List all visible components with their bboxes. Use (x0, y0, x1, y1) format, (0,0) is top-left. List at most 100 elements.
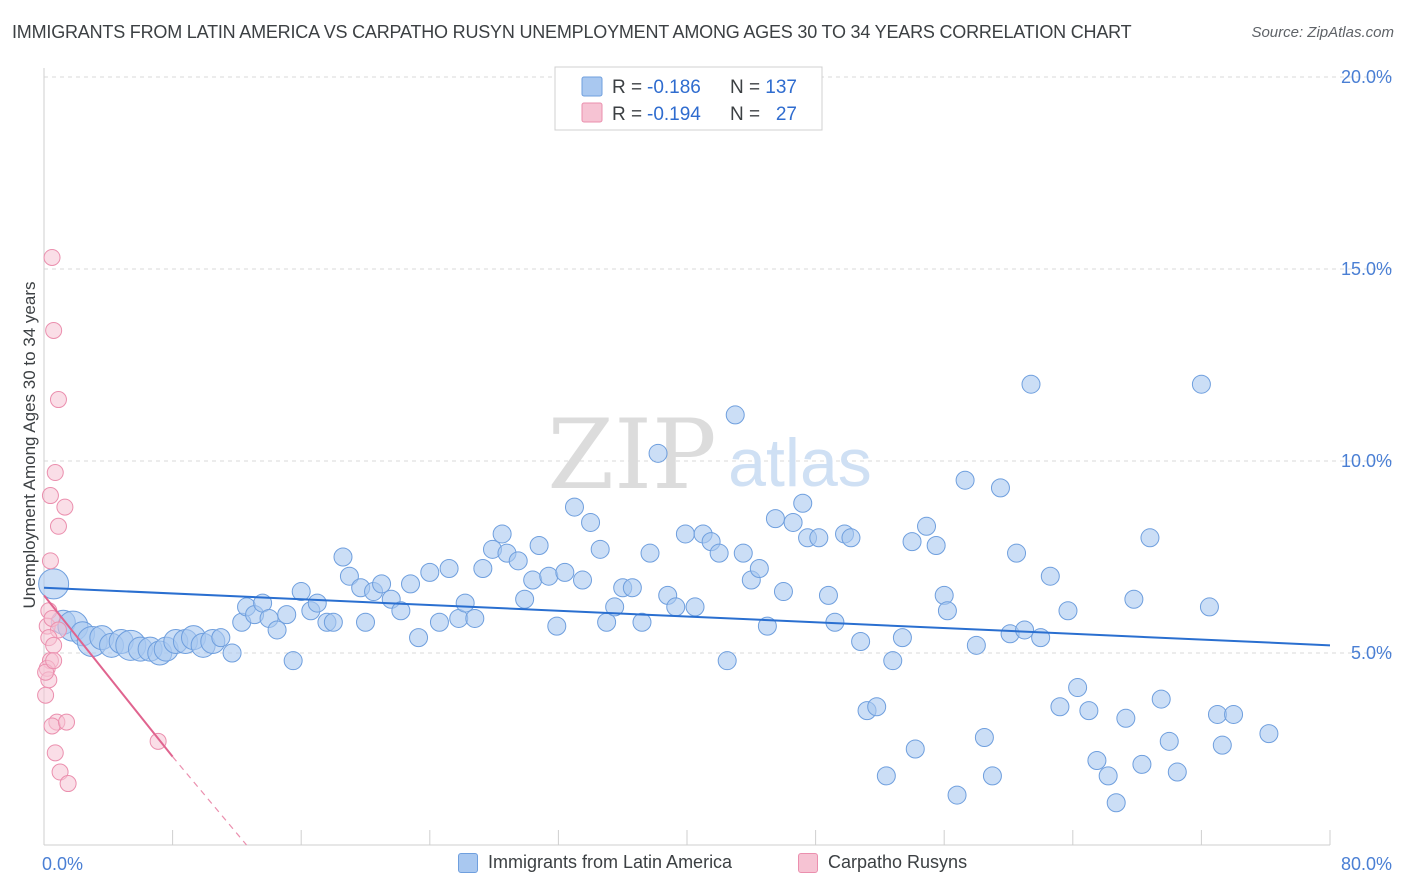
data-point-latin-america (1058, 601, 1078, 621)
y-tick-label: 10.0% (1341, 451, 1392, 471)
data-point-latin-america (267, 620, 287, 640)
data-point-latin-america (892, 628, 912, 648)
data-point-latin-america (934, 585, 954, 605)
data-point-latin-america (1151, 689, 1171, 709)
trend-line-carpatho-rusyns (43, 594, 174, 758)
source-label: Source: ZipAtlas.com (1251, 24, 1394, 41)
data-point-latin-america (339, 566, 359, 586)
data-point-latin-america (648, 443, 668, 463)
chart-title: IMMIGRANTS FROM LATIN AMERICA VS CARPATH… (12, 22, 1132, 42)
data-point-carpatho-rusyns (45, 652, 63, 670)
data-point-latin-america (966, 635, 986, 655)
data-point-latin-america (523, 570, 543, 590)
trend-line-latin-america (43, 586, 1331, 647)
y-tick-label: 20.0% (1341, 67, 1392, 87)
data-point-latin-america (473, 559, 493, 579)
data-point-latin-america (439, 559, 459, 579)
data-point-latin-america (508, 551, 528, 571)
data-point-latin-america (783, 512, 803, 532)
legend-r-value-1: -0.186 (647, 77, 701, 98)
data-point-latin-america (401, 574, 421, 594)
y-tick-label: 5.0% (1351, 643, 1392, 663)
data-point-latin-america (539, 566, 559, 586)
data-point-latin-america (725, 405, 745, 425)
bottom-legend-carpatho-rusyns: Carpatho Rusyns (798, 852, 967, 873)
data-point-latin-america (1015, 620, 1035, 640)
data-point-latin-america (1079, 701, 1099, 721)
data-point-latin-america (429, 612, 449, 632)
data-point-latin-america (666, 597, 686, 617)
data-point-latin-america (1212, 735, 1232, 755)
data-point-latin-america (1259, 724, 1279, 744)
data-point-latin-america (211, 628, 231, 648)
data-point-latin-america (1167, 762, 1187, 782)
data-point-latin-america (1116, 708, 1136, 728)
data-point-latin-america (605, 597, 625, 617)
series-carpatho-rusyns (37, 248, 167, 793)
data-point-latin-america (581, 512, 601, 532)
data-point-latin-america (1207, 704, 1227, 724)
trend-line-carpatho-rusyns-extension (172, 756, 248, 846)
data-point-latin-america (291, 582, 311, 602)
data-point-latin-america (955, 470, 975, 490)
legend-swatch-pink (581, 102, 603, 123)
data-point-carpatho-rusyns (49, 517, 67, 535)
correlation-legend: R = -0.186 N = 137 R = -0.194 N = 27 (554, 66, 823, 131)
data-point-latin-america (333, 547, 353, 567)
data-point-latin-america (391, 601, 411, 621)
data-point-latin-america (590, 539, 610, 559)
data-point-carpatho-rusyns (46, 464, 64, 482)
data-point-latin-america (841, 528, 861, 548)
data-point-latin-america (1021, 374, 1041, 394)
data-point-latin-america (573, 570, 593, 590)
data-point-latin-america (409, 628, 429, 648)
data-point-latin-america (622, 578, 642, 598)
data-point-latin-america (990, 478, 1010, 498)
data-point-latin-america (982, 766, 1002, 786)
data-point-latin-america (876, 766, 896, 786)
data-point-latin-america (492, 524, 512, 544)
data-point-carpatho-rusyns (43, 717, 61, 735)
data-point-latin-america (749, 559, 769, 579)
data-point-latin-america (372, 574, 392, 594)
grid-lines (44, 76, 1392, 654)
data-point-latin-america (675, 524, 695, 544)
data-point-latin-america (905, 739, 925, 759)
data-point-latin-america (1050, 697, 1070, 717)
data-point-latin-america (1224, 704, 1244, 724)
data-point-latin-america (529, 535, 549, 555)
data-point-latin-america (883, 651, 903, 671)
data-point-carpatho-rusyns (46, 744, 64, 762)
data-point-latin-america (757, 616, 777, 636)
data-point-latin-america (1087, 751, 1107, 771)
data-point-latin-america (974, 727, 994, 747)
data-point-latin-america (547, 616, 567, 636)
watermark: ZIP atlas (547, 399, 871, 511)
data-point-latin-america (38, 568, 70, 600)
data-point-carpatho-rusyns (45, 636, 63, 654)
data-point-carpatho-rusyns (41, 487, 59, 505)
data-point-carpatho-rusyns (56, 498, 74, 516)
data-point-latin-america (1124, 589, 1144, 609)
data-point-latin-america (564, 497, 584, 517)
legend-r-label-2: R = (612, 104, 642, 125)
data-point-latin-america (717, 651, 737, 671)
trend-lines (43, 586, 1331, 846)
data-point-latin-america (632, 612, 652, 632)
data-point-carpatho-rusyns (45, 321, 63, 339)
data-point-latin-america (420, 562, 440, 582)
bottom-legend-swatch-blue (458, 852, 478, 873)
data-point-latin-america (307, 593, 327, 613)
data-point-carpatho-rusyns (49, 391, 67, 409)
data-point-latin-america (1199, 597, 1219, 617)
data-point-latin-america (926, 535, 946, 555)
watermark-zip: ZIP (547, 399, 716, 511)
data-point-latin-america (867, 697, 887, 717)
data-point-latin-america (465, 608, 485, 628)
data-point-latin-america (323, 612, 343, 632)
series-latin-america (38, 374, 1279, 813)
data-point-carpatho-rusyns (37, 663, 55, 681)
data-point-latin-america (640, 543, 660, 563)
data-point-latin-america (793, 493, 813, 513)
